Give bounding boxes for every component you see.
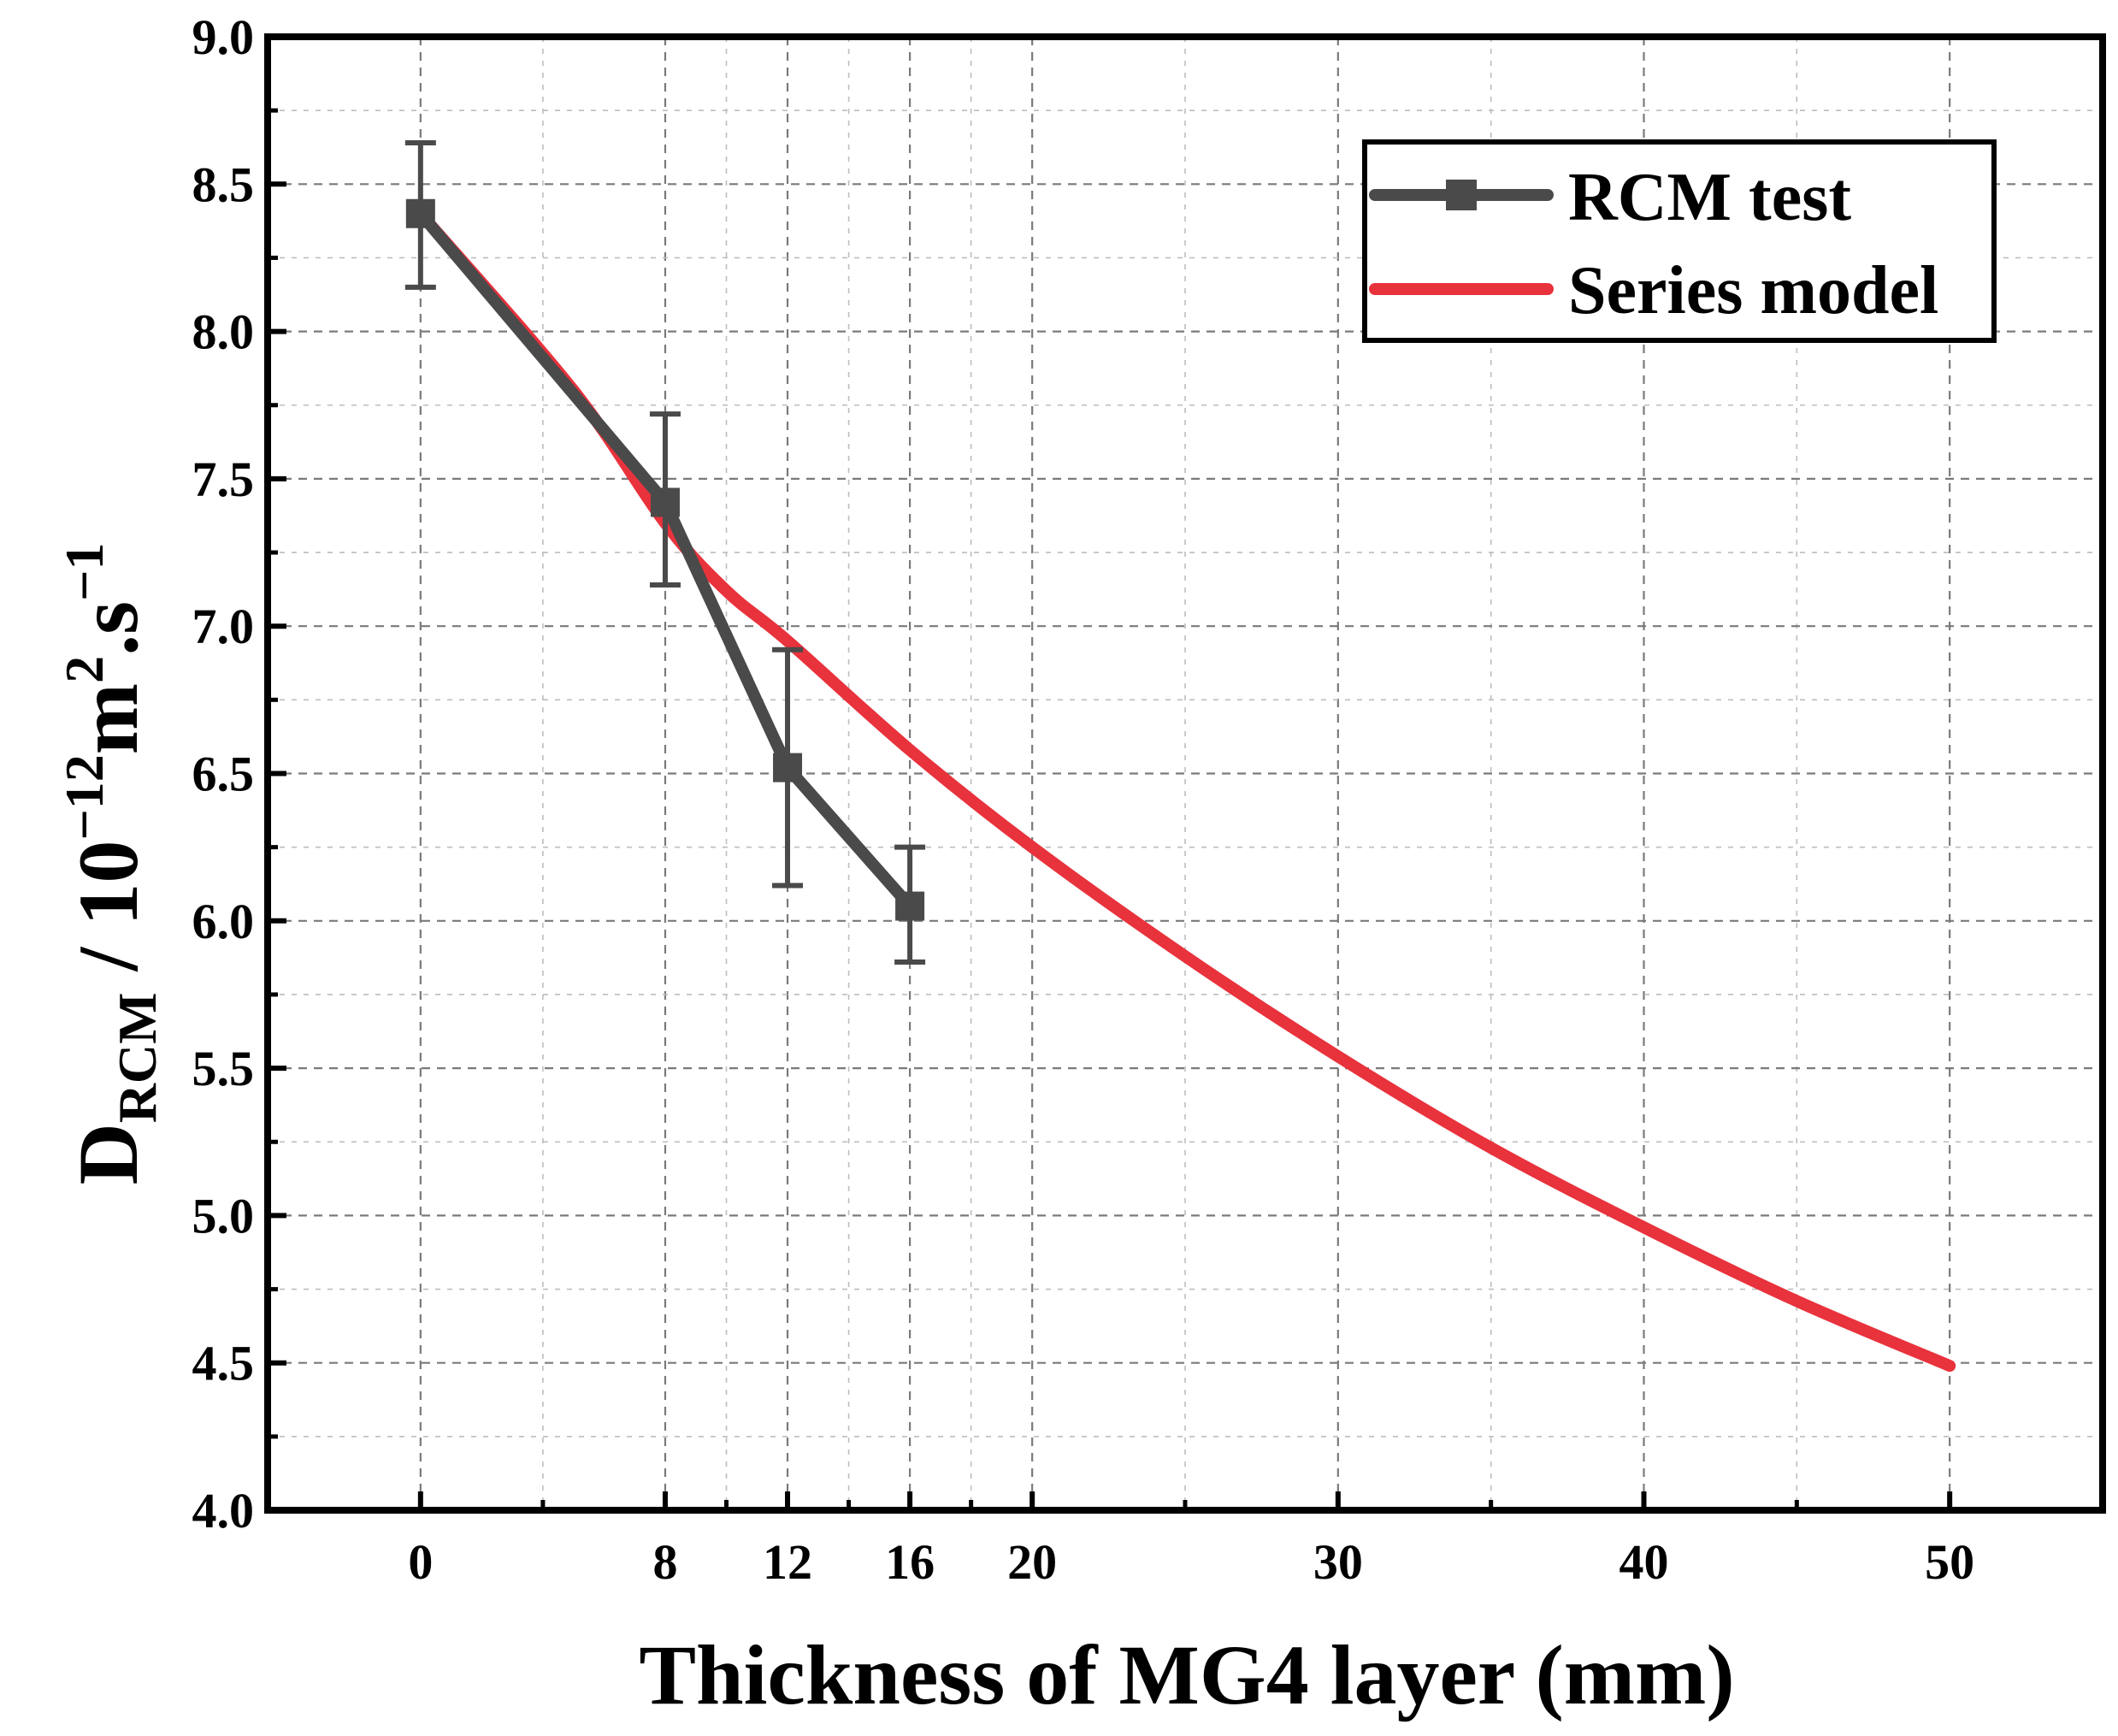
y-axis-title-subscript: RCM — [107, 992, 168, 1123]
y-tick-label: 6.5 — [192, 747, 255, 802]
x-axis-title: Thickness of MG4 layer (mm) — [639, 1627, 1734, 1722]
y-axis-title-unit-s: .s — [61, 601, 156, 656]
y-axis-title-main: D — [61, 1123, 156, 1184]
y-axis-title-exp3: −1 — [54, 542, 115, 600]
y-tick-label: 8.5 — [192, 156, 255, 212]
axis-ticks: 0 8 12 16 20 30 40 50 4.0 4.5 5.0 5.5 6.0 6.5 7.0 7.5 8.… — [192, 9, 1975, 1590]
y-axis-title-unit-m: m — [61, 683, 156, 754]
x-tick-label: 8 — [652, 1534, 677, 1590]
plot-area — [404, 140, 1956, 1373]
rcm-test-line — [414, 207, 917, 912]
y-tick-label: 4.5 — [192, 1336, 255, 1391]
x-tick-label: 0 — [408, 1534, 433, 1590]
y-tick-label: 6.0 — [192, 894, 255, 949]
x-tick-label: 12 — [763, 1534, 812, 1590]
y-axis-title-exp1: −12 — [54, 754, 115, 840]
y-axis-title-slash: / 10 — [61, 841, 156, 993]
legend: RCM test Series model — [1362, 139, 1997, 343]
rcm-marker — [773, 753, 803, 782]
x-tick-label: 30 — [1313, 1534, 1363, 1590]
x-tick-label: 16 — [885, 1534, 935, 1590]
y-tick-label: 9.0 — [192, 9, 255, 65]
svg-text:DRCM / 10−12m2.s−1: DRCM / 10−12m2.s−1 — [54, 542, 168, 1184]
rcm-marker — [405, 198, 435, 228]
y-tick-label: 7.5 — [192, 452, 255, 507]
y-tick-label: 5.5 — [192, 1041, 255, 1096]
y-tick-label: 8.0 — [192, 304, 255, 360]
legend-series-label: Series model — [1568, 253, 1938, 328]
y-tick-label: 4.0 — [192, 1483, 255, 1538]
rcm-marker — [895, 891, 925, 921]
legend-rcm-label: RCM test — [1568, 160, 1851, 235]
y-axis-title: DRCM / 10−12m2.s−1 — [54, 542, 168, 1184]
x-tick-label: 50 — [1925, 1534, 1974, 1590]
x-tick-label: 20 — [1007, 1534, 1057, 1590]
legend-box — [1362, 139, 1997, 343]
y-axis-title-exp2: 2 — [54, 656, 115, 683]
rcm-marker — [650, 487, 680, 517]
y-tick-label: 7.0 — [192, 599, 255, 654]
y-tick-label: 5.0 — [192, 1188, 255, 1243]
x-tick-label: 40 — [1619, 1534, 1669, 1590]
legend-rcm-marker — [1446, 180, 1477, 210]
